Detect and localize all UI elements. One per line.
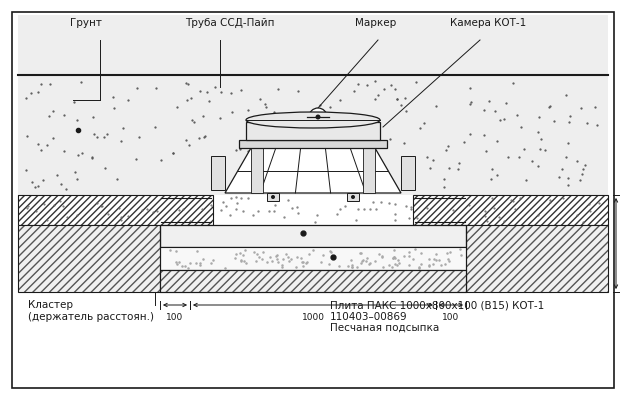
Bar: [18, 195, 213, 225]
Bar: [267, 193, 279, 201]
Text: Труба ССД-Пайп: Труба ССД-Пайп: [185, 18, 274, 28]
Bar: [246, 122, 380, 140]
Bar: [160, 270, 466, 292]
Bar: [18, 195, 213, 225]
Ellipse shape: [246, 112, 380, 128]
Bar: [18, 225, 160, 292]
Text: 1000: 1000: [302, 313, 324, 322]
Text: Плита ПАКС 1000х800х100 (В15) КОТ-1: Плита ПАКС 1000х800х100 (В15) КОТ-1: [330, 300, 544, 310]
Bar: [18, 225, 160, 292]
Bar: [211, 156, 225, 190]
Bar: [466, 225, 608, 292]
Text: 110403–00869: 110403–00869: [330, 312, 408, 322]
Bar: [363, 148, 375, 193]
Bar: [401, 156, 415, 190]
Text: Песчаная подсыпка: Песчаная подсыпка: [330, 323, 439, 333]
Bar: [18, 195, 213, 225]
Bar: [466, 225, 608, 292]
Circle shape: [309, 108, 327, 126]
Bar: [18, 225, 160, 292]
Circle shape: [316, 114, 321, 120]
Bar: [347, 193, 359, 201]
Text: Кластер: Кластер: [28, 300, 73, 310]
Circle shape: [271, 195, 275, 199]
Text: 100: 100: [120, 232, 137, 240]
Text: Грунт: Грунт: [70, 18, 102, 28]
Text: Маркер: Маркер: [355, 18, 396, 28]
Bar: [160, 270, 466, 292]
Bar: [413, 195, 608, 225]
Polygon shape: [225, 148, 401, 193]
Bar: [413, 195, 608, 225]
Bar: [239, 140, 387, 148]
Text: Камера КОТ-1: Камера КОТ-1: [450, 18, 526, 28]
Bar: [466, 225, 608, 292]
Bar: [18, 15, 608, 195]
Bar: [160, 225, 466, 247]
Circle shape: [351, 195, 355, 199]
Text: 100: 100: [167, 313, 183, 322]
Text: 100: 100: [443, 313, 459, 322]
Bar: [160, 247, 466, 270]
Bar: [413, 195, 608, 225]
Bar: [251, 148, 263, 193]
Text: (держатель расстоян.): (держатель расстоян.): [28, 312, 154, 322]
Bar: [160, 270, 466, 292]
